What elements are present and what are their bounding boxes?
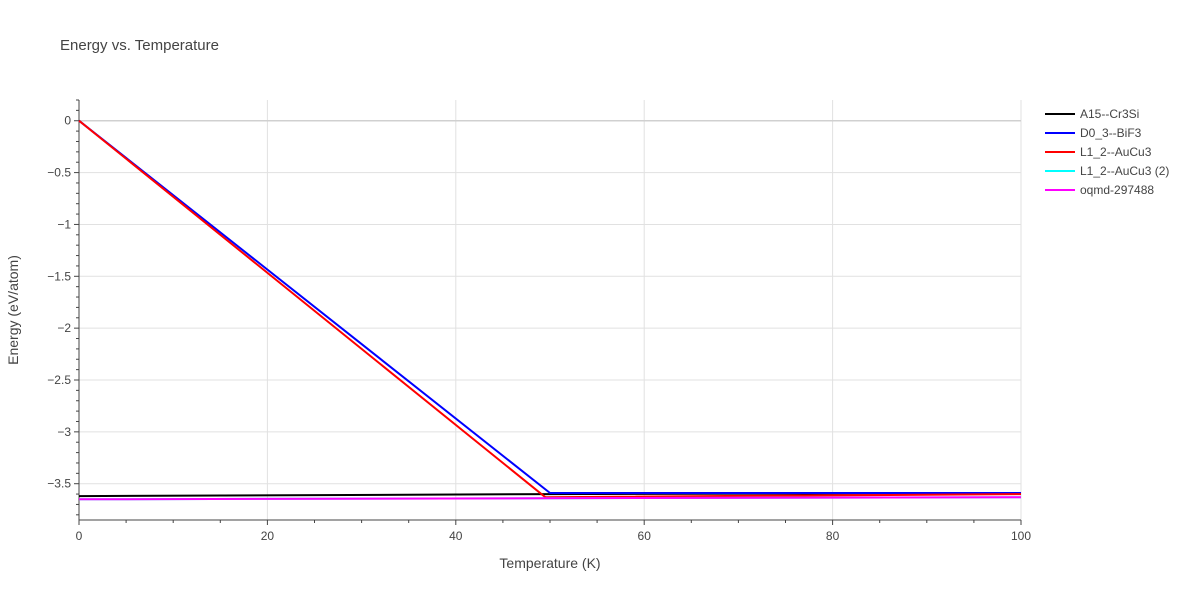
ticks: 0 20 40 60 80 100 0 −0.5 −1 −1.5 −2 −2.5 −3 −3.5	[47, 114, 1031, 543]
y-tick-label: −1	[57, 217, 71, 231]
series-line-2	[78, 119, 1022, 499]
x-tick-label: 80	[826, 529, 840, 543]
legend-label: L1_2--AuCu3 (2)	[1080, 164, 1169, 178]
y-axis-title: Energy (eV/atom)	[5, 255, 21, 365]
legend[interactable]: A15--Cr3Si D0_3--BiF3 L1_2--AuCu3 L1_2--AuC…	[1045, 107, 1169, 197]
y-tick-label: −0.5	[47, 166, 71, 180]
legend-item-2[interactable]: L1_2--AuCu3	[1045, 145, 1152, 159]
x-tick-label: 100	[1011, 529, 1031, 543]
legend-item-0[interactable]: A15--Cr3Si	[1045, 107, 1139, 121]
legend-label: D0_3--BiF3	[1080, 126, 1142, 140]
y-tick-label: −3.5	[47, 477, 71, 491]
legend-label: oqmd-297488	[1080, 183, 1154, 197]
x-tick-label: 40	[449, 529, 463, 543]
series-layer	[78, 119, 1022, 501]
y-tick-label: 0	[64, 114, 71, 128]
axes	[74, 99, 1022, 525]
x-tick-label: 0	[76, 529, 83, 543]
legend-label: A15--Cr3Si	[1080, 107, 1139, 121]
legend-item-4[interactable]: oqmd-297488	[1045, 183, 1154, 197]
legend-item-3[interactable]: L1_2--AuCu3 (2)	[1045, 164, 1169, 178]
legend-item-1[interactable]: D0_3--BiF3	[1045, 126, 1142, 140]
series-line-4	[78, 496, 1022, 501]
y-tick-label: −2.5	[47, 373, 71, 387]
legend-label: L1_2--AuCu3	[1080, 145, 1152, 159]
y-tick-label: −1.5	[47, 269, 71, 283]
grid	[79, 100, 1022, 520]
chart-title: Energy vs. Temperature	[60, 37, 219, 54]
x-axis-title: Temperature (K)	[499, 555, 600, 571]
x-tick-label: 20	[261, 529, 275, 543]
y-tick-label: −2	[57, 321, 71, 335]
y-tick-label: −3	[57, 425, 71, 439]
x-tick-label: 60	[638, 529, 652, 543]
series-line-1	[78, 119, 1021, 494]
